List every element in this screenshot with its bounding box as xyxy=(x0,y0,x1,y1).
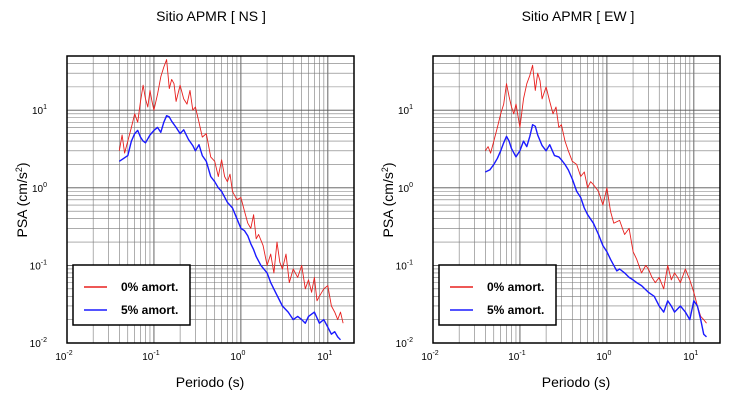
x-tick-label: 100 xyxy=(596,350,611,363)
y-tick-label: 101 xyxy=(32,104,47,117)
y-axis-label: PSA (cm/s2) xyxy=(14,162,30,237)
legend-label-5pct: 5% amort. xyxy=(487,303,544,317)
series-line-5pct xyxy=(118,115,342,341)
series-line-0pct xyxy=(118,59,344,324)
tick-labels: 10-2 10-1 100 101 10-2 10-1 100 101 xyxy=(30,104,333,363)
y-tick-label: 101 xyxy=(398,104,413,117)
y-tick-label: 100 xyxy=(398,182,413,195)
y-tick-label: 10-1 xyxy=(396,259,413,272)
series-line-5pct xyxy=(485,124,707,338)
legend-label-0pct: 0% amort. xyxy=(487,280,544,294)
legend-box xyxy=(438,264,557,326)
y-tick-label: 10-2 xyxy=(30,337,47,350)
y-tick-label: 100 xyxy=(32,182,47,195)
plot-frame xyxy=(66,55,355,344)
series-layer xyxy=(484,64,707,338)
legend: 0% amort. 5% amort. xyxy=(438,264,557,326)
x-tick-label: 10-1 xyxy=(142,350,159,363)
legend-box xyxy=(72,264,191,326)
x-tick-label: 101 xyxy=(683,350,698,363)
chart-title: Sitio APMR [ EW ] xyxy=(522,8,635,24)
plot-frame xyxy=(432,55,721,344)
legend-label-5pct: 5% amort. xyxy=(121,303,178,317)
x-tick-label: 101 xyxy=(317,350,332,363)
y-axis-label: PSA (cm/s2) xyxy=(380,162,396,237)
chart-panel-ns: Sitio APMR [ NS ] 10-2 10-1 100 101 10-2 10-1… xyxy=(14,8,355,390)
x-axis-label: Periodo (s) xyxy=(176,374,244,390)
y-tick-label: 10-2 xyxy=(396,337,413,350)
legend: 0% amort. 5% amort. xyxy=(72,264,191,326)
tick-labels: 10-2 10-1 100 101 10-2 10-1 100 101 xyxy=(396,104,699,363)
chart-title: Sitio APMR [ NS ] xyxy=(156,8,266,24)
series-layer xyxy=(118,59,344,341)
legend-label-0pct: 0% amort. xyxy=(121,280,178,294)
x-tick-label: 100 xyxy=(230,350,245,363)
chart-panel-ew: Sitio APMR [ EW ] 10-2 10-1 100 101 10-2 10-1… xyxy=(380,8,721,390)
x-tick-label: 10-2 xyxy=(55,350,72,363)
x-tick-label: 10-1 xyxy=(508,350,525,363)
x-tick-label: 10-2 xyxy=(421,350,438,363)
series-line-0pct xyxy=(484,64,707,324)
x-axis-label: Periodo (s) xyxy=(542,374,610,390)
y-tick-label: 10-1 xyxy=(30,259,47,272)
